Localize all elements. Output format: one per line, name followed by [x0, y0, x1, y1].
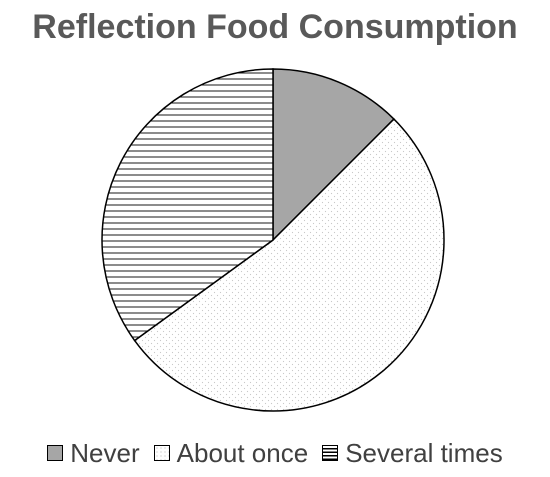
- legend: Never About once Several times: [0, 436, 550, 470]
- legend-swatch: [322, 445, 339, 461]
- legend-swatch: [153, 445, 170, 461]
- legend-item-about-once: About once: [153, 437, 309, 469]
- pie-slice-several-times: [101, 68, 274, 342]
- pie-slice-about-once: [133, 118, 445, 412]
- legend-item-several-times: Several times: [322, 438, 503, 469]
- legend-label: Never: [70, 437, 140, 468]
- chart-title: Reflection Food Consumption: [32, 8, 518, 46]
- legend-label: Several times: [345, 437, 503, 468]
- legend-item-never: Never: [47, 437, 140, 469]
- pie-slice-never: [272, 68, 395, 242]
- legend-label: About once: [176, 437, 309, 468]
- legend-swatch: [47, 445, 64, 461]
